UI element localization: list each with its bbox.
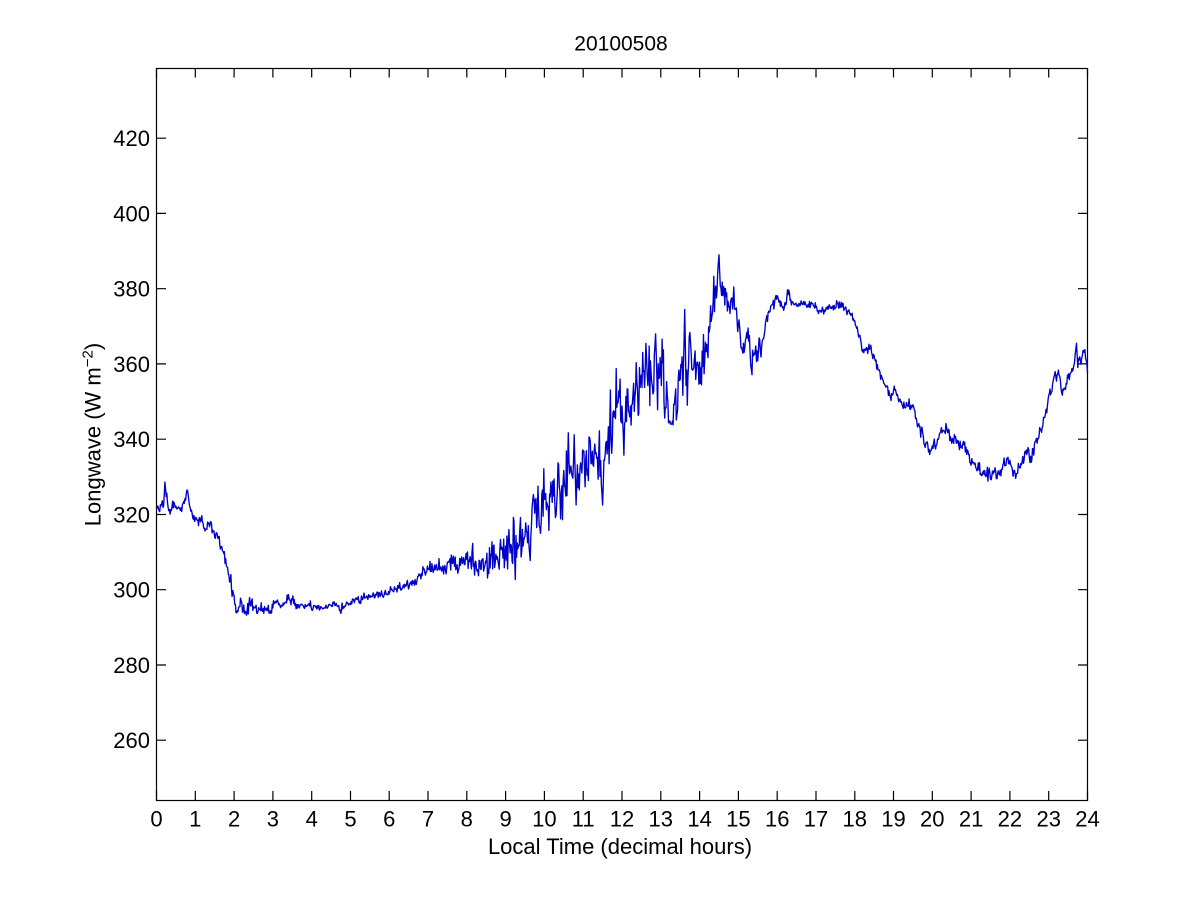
svg-text:22: 22: [998, 807, 1022, 832]
svg-text:400: 400: [113, 201, 150, 226]
svg-text:420: 420: [113, 126, 150, 151]
svg-text:7: 7: [422, 807, 434, 832]
svg-text:8: 8: [461, 807, 473, 832]
svg-text:11: 11: [572, 807, 595, 832]
svg-text:2: 2: [228, 807, 240, 832]
svg-text:6: 6: [383, 807, 395, 832]
svg-text:5: 5: [344, 807, 356, 832]
svg-text:4: 4: [306, 807, 318, 832]
svg-text:260: 260: [113, 728, 150, 753]
svg-text:24: 24: [1075, 807, 1099, 832]
svg-text:20100508: 20100508: [574, 33, 667, 56]
svg-text:300: 300: [113, 578, 150, 603]
svg-text:9: 9: [499, 807, 511, 832]
svg-text:Local Time (decimal hours): Local Time (decimal hours): [488, 834, 752, 859]
svg-text:380: 380: [113, 277, 150, 302]
svg-text:Longwave (W m−2): Longwave (W m−2): [80, 343, 106, 526]
svg-text:10: 10: [532, 807, 556, 832]
svg-text:12: 12: [610, 807, 634, 832]
svg-text:13: 13: [649, 807, 673, 832]
svg-text:1: 1: [189, 807, 201, 832]
svg-text:0: 0: [150, 807, 162, 832]
svg-text:18: 18: [843, 807, 867, 832]
svg-text:23: 23: [1036, 807, 1060, 832]
svg-text:16: 16: [765, 807, 789, 832]
svg-text:20: 20: [920, 807, 944, 832]
svg-text:15: 15: [726, 807, 750, 832]
svg-text:21: 21: [959, 807, 983, 832]
svg-text:340: 340: [113, 427, 150, 452]
svg-text:3: 3: [267, 807, 279, 832]
svg-text:19: 19: [881, 807, 905, 832]
svg-text:360: 360: [113, 352, 150, 377]
svg-text:280: 280: [113, 653, 150, 678]
svg-text:14: 14: [687, 807, 711, 832]
svg-text:17: 17: [804, 807, 828, 832]
svg-text:320: 320: [113, 503, 150, 528]
